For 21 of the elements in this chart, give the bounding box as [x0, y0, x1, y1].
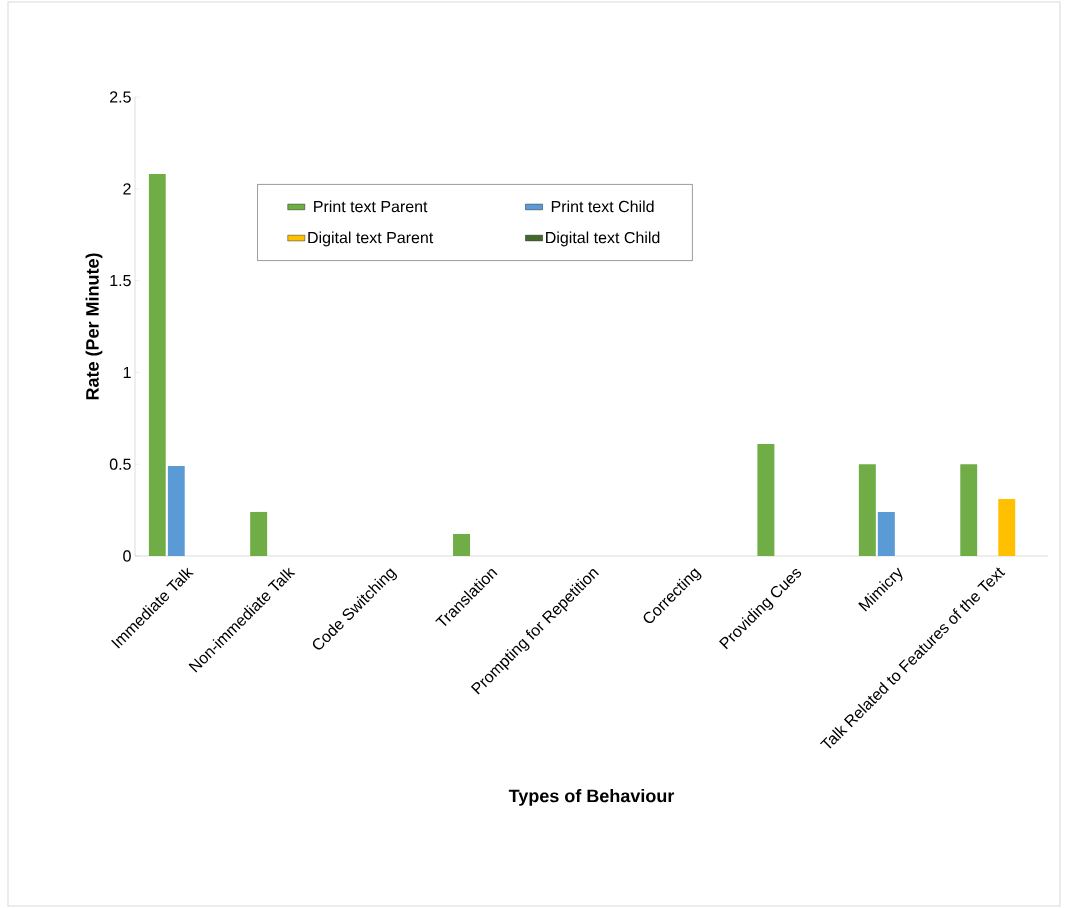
legend-label: Print text Parent: [314, 200, 428, 213]
bar: [877, 511, 895, 556]
y-tick-label: 2.5: [110, 91, 131, 103]
legend-label: Digital text Child: [546, 231, 660, 247]
x-axis-title: Types of Behaviour: [508, 789, 675, 806]
y-tick-label: 2: [123, 183, 131, 195]
legend-label: Print text Child: [551, 200, 654, 213]
bar: [858, 464, 876, 556]
bar: [148, 174, 166, 556]
bar: [998, 499, 1016, 556]
bar: [960, 464, 978, 556]
y-tick-label: 0: [123, 550, 131, 562]
y-tick-label: 1: [123, 366, 131, 378]
y-tick-label: 0.5: [109, 458, 131, 470]
y-axis-title: Rate (Per Minute): [85, 253, 103, 400]
bar: [167, 466, 185, 556]
legend-label: Digital text Parent: [308, 231, 434, 247]
bar: [250, 511, 268, 556]
bar: [757, 444, 775, 556]
y-tick-label: 1.5: [110, 275, 131, 287]
bar: [453, 533, 471, 556]
